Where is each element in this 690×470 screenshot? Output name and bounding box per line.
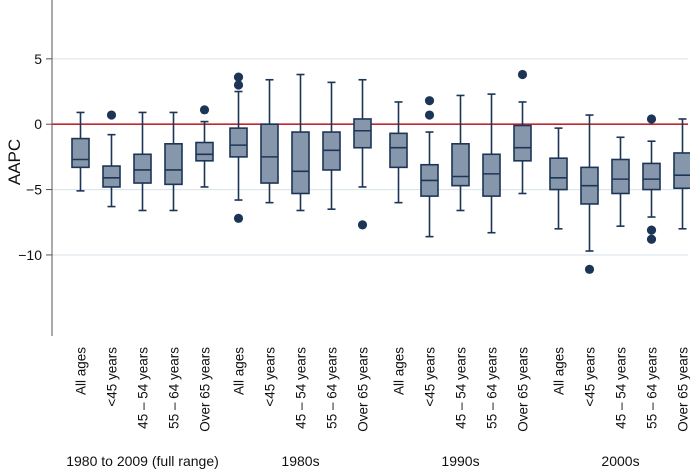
- outlier-point: [646, 114, 657, 124]
- box-plot: [673, 118, 690, 230]
- outlier-point: [424, 96, 435, 106]
- outlier-point: [646, 225, 657, 235]
- box-iqr: [71, 137, 90, 169]
- box-plot: [322, 81, 341, 210]
- outlier-point: [199, 105, 210, 115]
- box-iqr: [195, 141, 214, 162]
- box-group: [71, 105, 214, 212]
- category-label: 45 – 54 years: [454, 347, 469, 429]
- box-plot: [482, 93, 501, 234]
- box-group: [549, 114, 690, 274]
- category-label: Over 65 years: [198, 347, 213, 432]
- box-iqr: [102, 165, 121, 188]
- box-iqr: [513, 124, 532, 162]
- outlier-point: [517, 69, 528, 80]
- y-tick-label: −10: [18, 247, 42, 263]
- category-label: 55 – 64 years: [645, 347, 660, 429]
- box-iqr: [673, 152, 690, 190]
- box-plot: [102, 110, 121, 208]
- outlier-point: [357, 220, 368, 230]
- outlier-point: [233, 213, 244, 223]
- box-plot: [291, 73, 310, 212]
- box-iqr: [389, 132, 408, 169]
- box-plot: [513, 69, 532, 195]
- category-label: 55 – 64 years: [167, 347, 182, 429]
- box-plot: [260, 78, 279, 204]
- box-plot: [71, 111, 90, 192]
- box-plot: [389, 101, 408, 204]
- category-label: 45 – 54 years: [294, 347, 309, 429]
- outlier-point: [424, 110, 435, 120]
- category-label: 55 – 64 years: [325, 347, 340, 429]
- box-plot: [549, 127, 568, 230]
- outlier-point: [233, 80, 244, 90]
- group-label: 1980 to 2009 (full range): [66, 453, 219, 469]
- box-iqr: [260, 123, 279, 184]
- box-iqr: [229, 127, 248, 158]
- box-plot: [353, 78, 372, 230]
- category-label: 45 – 54 years: [614, 347, 629, 429]
- box-plot: [164, 111, 183, 212]
- boxes: [71, 69, 690, 274]
- outlier-point: [646, 234, 657, 244]
- box-iqr: [642, 162, 661, 191]
- box-plot: [451, 94, 470, 212]
- category-label: 55 – 64 years: [485, 347, 500, 429]
- y-axis: AAPC 5 0 −5 −10: [5, 0, 53, 336]
- box-plot: [611, 136, 630, 227]
- box-iqr: [133, 153, 152, 184]
- y-axis-title: AAPC: [5, 139, 24, 185]
- box-plot: [133, 111, 152, 212]
- box-iqr: [353, 118, 372, 149]
- category-label: <45 years: [583, 347, 598, 407]
- category-labels: All ages <45 years 45 – 54 years 55 – 64 ye…: [66, 347, 690, 469]
- category-label: Over 65 years: [516, 347, 531, 432]
- group-label: 1980s: [281, 453, 319, 469]
- box-plot: [229, 72, 248, 223]
- box-iqr: [611, 158, 630, 195]
- category-label: <45 years: [423, 347, 438, 407]
- y-tick-label: 0: [34, 116, 42, 132]
- box-group: [389, 69, 532, 238]
- category-label: <45 years: [263, 347, 278, 407]
- y-tick-label: 5: [34, 51, 42, 67]
- category-label: All ages: [392, 347, 407, 395]
- group-label: 1990s: [441, 453, 479, 469]
- box-iqr: [482, 153, 501, 197]
- box-plot: [580, 114, 599, 274]
- box-iqr: [291, 131, 310, 195]
- box-group: [229, 72, 372, 230]
- box-iqr: [451, 143, 470, 187]
- box-plot: [420, 96, 439, 238]
- category-label: Over 65 years: [676, 347, 690, 432]
- outlier-point: [584, 264, 595, 274]
- box-plot: [195, 105, 214, 188]
- box-iqr: [164, 143, 183, 186]
- y-tick-label: −5: [26, 182, 42, 198]
- category-label: All ages: [74, 347, 89, 395]
- category-label: 45 – 54 years: [136, 347, 151, 429]
- outlier-point: [106, 110, 117, 120]
- category-label: <45 years: [105, 347, 120, 407]
- category-label: All ages: [552, 347, 567, 395]
- outlier-point: [233, 72, 244, 82]
- box-plot: [642, 114, 661, 244]
- box-iqr: [549, 157, 568, 191]
- group-label: 2000s: [601, 453, 639, 469]
- category-label: Over 65 years: [356, 347, 371, 432]
- category-label: All ages: [232, 347, 247, 395]
